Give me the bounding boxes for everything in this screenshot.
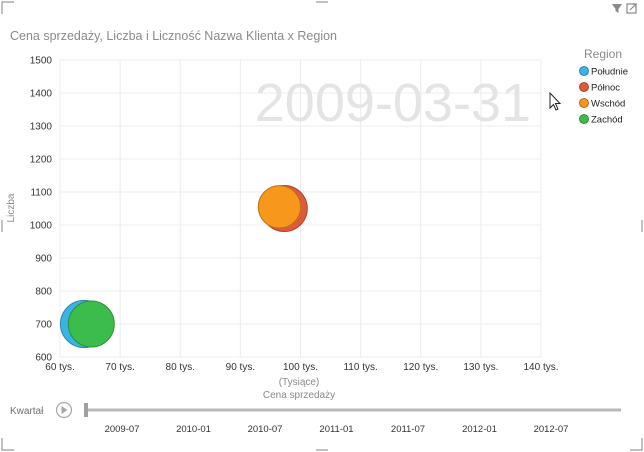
x-tick-label: 130 tys.	[463, 362, 498, 373]
x-tick-label: 80 tys.	[166, 362, 195, 373]
popout-icon[interactable]	[626, 3, 637, 14]
legend: Południe Północ Wschód Zachód	[579, 66, 628, 126]
y-tick-label: 1300	[30, 122, 53, 133]
bubbles	[59, 185, 308, 349]
x-tick-label: 120 tys.	[403, 362, 438, 373]
y-axis-title: Liczba	[6, 193, 17, 222]
y-tick-labels: 600 700 800 900 1000 1100 1200 1300 1400 1500	[30, 56, 53, 364]
timeline-tick-label: 2012-01	[462, 424, 497, 435]
y-tick-label: 900	[35, 254, 52, 265]
bubble-Wschód[interactable]	[257, 185, 302, 229]
timeline-tick-label: 2010-07	[248, 424, 283, 435]
y-tick-label: 600	[35, 353, 52, 364]
timeline-tick-label: 2011-01	[319, 424, 353, 435]
legend-label: Północ	[591, 83, 620, 94]
gridlines	[59, 59, 542, 358]
x-axis-unit: (Tysiące)	[279, 377, 320, 388]
x-tick-label: 60 tys.	[45, 362, 74, 373]
y-tick-label: 800	[35, 287, 52, 298]
legend-marker	[579, 66, 589, 76]
filter-icon[interactable]	[612, 4, 622, 13]
timeline-tick-label: 2011-07	[391, 424, 425, 435]
y-tick-label: 700	[35, 320, 52, 331]
y-tick-label: 1200	[30, 155, 53, 166]
play-axis-watermark: 2009-03-31	[255, 73, 531, 133]
y-tick-label: 1400	[30, 89, 53, 100]
legend-title: Region	[584, 47, 622, 61]
legend-marker	[579, 114, 589, 124]
timeline-slider-handle[interactable]	[84, 403, 88, 417]
legend-marker	[579, 98, 589, 108]
legend-label: Południe	[591, 67, 628, 78]
y-tick-label: 1500	[30, 56, 53, 67]
timeline-tick-label: 2012-07	[534, 424, 569, 435]
chart-title: Cena sprzedaży, Liczba i Liczność Nazwa …	[10, 29, 337, 43]
timeline-label: Kwartał	[10, 406, 44, 417]
timeline-tick-label: 2009-07	[105, 424, 140, 435]
y-tick-label: 1000	[30, 221, 53, 232]
legend-label: Wschód	[591, 99, 625, 110]
x-tick-label: 140 tys.	[523, 362, 558, 373]
timeline-ticks: 2009-07 2010-01 2010-07 2011-01 2011-07 2012-…	[105, 424, 569, 435]
play-button[interactable]	[55, 401, 73, 419]
timeline-tick-label: 2010-01	[176, 424, 211, 435]
x-tick-labels: 60 tys. 70 tys. 80 tys. 90 tys. 100 tys. 110 …	[45, 362, 558, 373]
x-tick-label: 110 tys.	[343, 362, 377, 373]
y-tick-label: 1100	[30, 188, 52, 199]
legend-marker	[579, 82, 589, 92]
x-tick-label: 100 tys.	[283, 362, 318, 373]
legend-label: Zachód	[591, 115, 623, 126]
x-axis-title: Cena sprzedaży	[263, 390, 335, 401]
bubble-Zachód[interactable]	[67, 300, 115, 348]
x-tick-label: 90 tys.	[226, 362, 255, 373]
x-tick-label: 70 tys.	[105, 362, 134, 373]
mouse-cursor	[549, 91, 562, 111]
